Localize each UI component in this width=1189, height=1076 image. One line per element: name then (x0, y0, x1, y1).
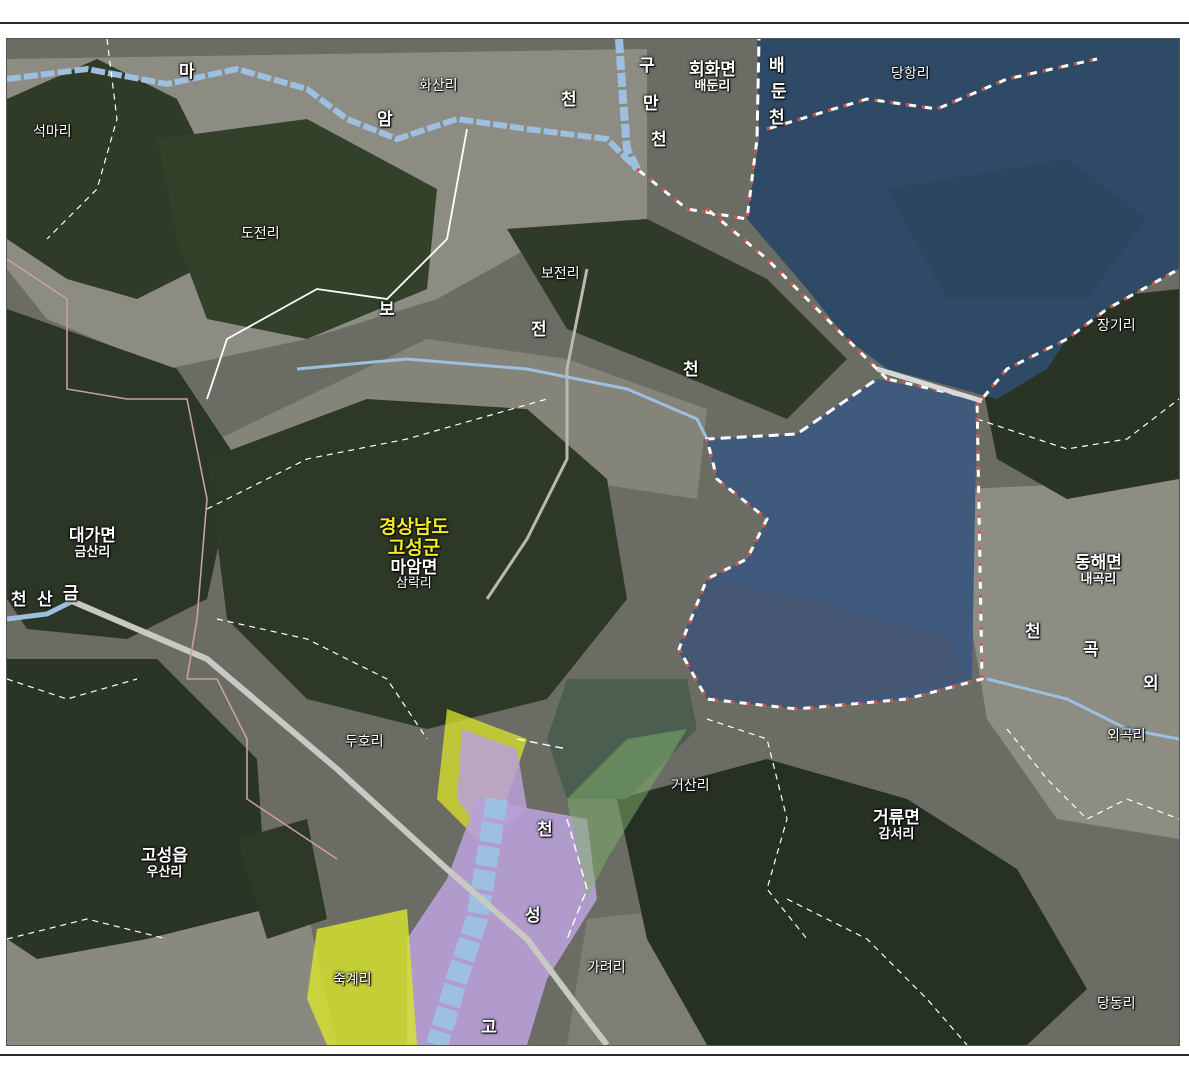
stream-maam-2: 암 (377, 110, 393, 130)
stream-goseong-1: 고 (481, 1018, 497, 1038)
stream-maam-1: 마 (179, 62, 195, 82)
stream-geumsan-1: 금 (63, 584, 79, 604)
village-naegok: 내곡리 (1080, 571, 1117, 587)
village-oegok: 외곡리 (1107, 728, 1146, 744)
river-guman (615, 39, 641, 171)
township-hoehwa: 회화면 배둔리 (689, 60, 736, 94)
mountain-south-center (237, 819, 327, 939)
stream-guman-3: 천 (651, 130, 667, 150)
boundary-township-2 (187, 678, 338, 860)
stream-goseong-3: 천 (537, 820, 553, 840)
satellite-map[interactable]: 회화면 배둔리 대가면 금산리 경상남도 고성군 마암면 삼락리 동해면 내곡리… (6, 38, 1180, 1046)
river-geumsan (7, 596, 79, 622)
river-oegok (986, 677, 1179, 741)
highway (65, 596, 610, 1045)
village-seokma: 석마리 (33, 124, 72, 140)
village-usan: 우산리 (146, 864, 183, 880)
mountain-southeast (617, 759, 1087, 1045)
village-geosan: 거산리 (671, 778, 710, 794)
boundary-township-1 (7, 258, 208, 680)
boundary-dashed-8 (7, 918, 168, 940)
village-duho: 두호리 (345, 734, 384, 750)
stream-bojeon-2: 전 (531, 320, 547, 340)
stream-guman-1: 구 (639, 56, 655, 76)
stream-bojeon-3: 천 (683, 360, 699, 380)
boundary-dashed-6 (786, 898, 968, 1045)
stream-oegok-3: 외 (1143, 674, 1159, 694)
mountain-west (7, 309, 237, 639)
mountain-northwest (7, 59, 217, 299)
boundary-dashed-3 (216, 618, 428, 740)
road-north-south (485, 268, 589, 600)
zone-purple-main (407, 799, 597, 1045)
province-label: 경상남도 (379, 516, 449, 538)
stream-baedun-2: 둔 (771, 82, 787, 102)
province-county-label: 경상남도 고성군 마암면 삼락리 (379, 517, 449, 592)
township-maam: 마암면 (390, 557, 438, 578)
mountain-center-north (157, 119, 437, 339)
zone-guide-line-2 (566, 818, 588, 940)
stream-baedun-3: 천 (769, 108, 785, 128)
stream-geumsan-3: 천 (11, 590, 27, 610)
stream-guman-2: 만 (643, 94, 659, 114)
village-janggi: 장기리 (1097, 318, 1136, 334)
river-goseong (426, 797, 508, 1045)
reservoir-shade (679, 579, 967, 709)
township-georyu: 거류면 감서리 (873, 808, 920, 842)
boundary-white-line (206, 128, 468, 400)
river-maam (7, 65, 640, 172)
boundary-dashed-1 (46, 39, 118, 240)
boundary-dashed-4 (706, 718, 808, 940)
village-baedun: 배둔리 (694, 78, 731, 94)
stream-geumsan-2: 산 (37, 590, 53, 610)
mountain-center (207, 399, 627, 729)
village-jukgye: 죽계리 (333, 972, 372, 988)
stream-goseong-2: 성 (525, 906, 541, 926)
village-dojeon: 도전리 (241, 226, 280, 242)
boundary-dashed-9 (976, 398, 1179, 450)
village-dangdong: 당동리 (1097, 996, 1136, 1012)
village-danghang: 당항리 (891, 66, 930, 82)
stream-oegok-2: 곡 (1083, 640, 1099, 660)
county-label: 고성군 (387, 536, 441, 559)
boundary-dashed-7 (7, 678, 138, 700)
village-garyeo: 가려리 (587, 960, 626, 976)
wetland (547, 679, 697, 799)
village-samnak: 삼락리 (396, 576, 432, 592)
stream-bojeon-1: 보 (379, 300, 395, 320)
village-gamseo: 감서리 (878, 826, 915, 842)
zone-yellow-south (307, 909, 417, 1045)
mountain-north-ridge (507, 219, 847, 419)
bottom-rule (0, 1054, 1189, 1056)
village-bojeon: 보전리 (541, 266, 580, 282)
township-daega: 대가면 금산리 (69, 526, 116, 560)
stream-baedun-1: 배 (769, 56, 785, 76)
mountain-southwest (7, 659, 267, 959)
field-area-east (967, 479, 1179, 839)
township-donghae: 동해면 내곡리 (1075, 553, 1122, 587)
stream-maam-3: 천 (561, 90, 577, 110)
village-geumsan: 금산리 (74, 544, 111, 560)
zone-green-edge (567, 729, 687, 899)
sea-highlight (887, 159, 1147, 299)
zone-guide-line-1 (516, 738, 568, 750)
township-goseong: 고성읍 우산리 (141, 846, 188, 880)
stream-oegok-1: 천 (1025, 622, 1041, 642)
dam (876, 366, 983, 404)
top-rule (0, 22, 1189, 24)
village-hwasan: 화산리 (419, 78, 458, 94)
river-bojeon (296, 357, 709, 440)
map-canvas (7, 39, 1179, 1045)
boundary-dashed-2 (206, 398, 548, 510)
